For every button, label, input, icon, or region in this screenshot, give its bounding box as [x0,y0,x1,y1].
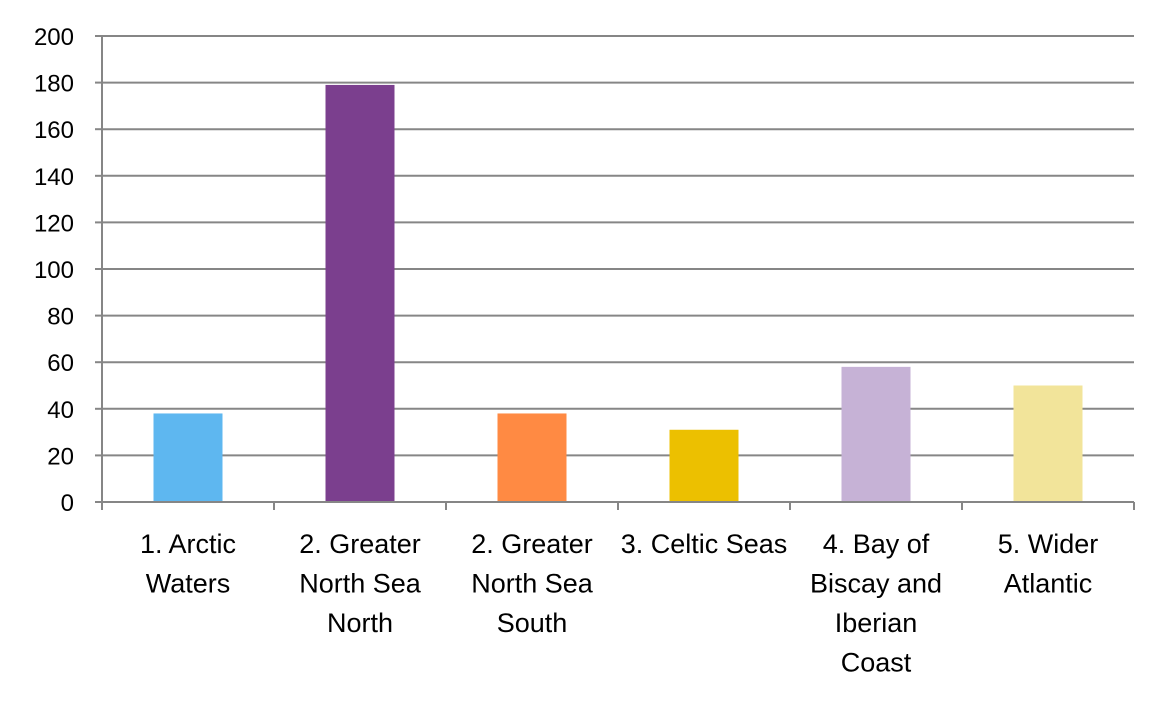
x-axis-category-labels: 1. Arctic Waters 2. Greater North Sea North 2… [140,529,1098,678]
y-tick-label: 160 [34,117,74,144]
x-category-label: 2. Greater North Sea South [471,529,594,638]
x-category-label: 1. Arctic Waters [140,529,236,599]
bar [669,429,739,502]
x-category-label: 3. Celtic Seas [621,529,788,559]
x-category-label: 4. Bay of Biscay and Iberian Coast [810,529,942,678]
y-axis-tick-labels: 0 20 40 60 80 100 120 140 160 180 200 [34,24,102,517]
bar [841,366,911,502]
bar [153,413,223,502]
bar [325,84,395,503]
y-tick-label: 120 [34,210,74,237]
bar [1013,385,1083,502]
y-tick-label: 40 [47,397,74,424]
y-tick-label: 180 [34,71,74,98]
y-tick-label: 60 [47,350,74,377]
y-tick-label: 100 [34,257,74,284]
y-tick-label: 0 [61,490,74,517]
axes [101,36,1135,510]
bar [497,413,567,502]
y-tick-label: 20 [47,443,74,470]
bars [153,84,1083,503]
y-tick-label: 80 [47,304,74,331]
x-category-label: 2. Greater North Sea North [299,529,422,638]
x-category-label: 5. Wider Atlantic [998,529,1099,599]
y-tick-label: 140 [34,164,74,191]
gridlines [102,35,1134,457]
y-tick-label: 200 [34,24,74,51]
